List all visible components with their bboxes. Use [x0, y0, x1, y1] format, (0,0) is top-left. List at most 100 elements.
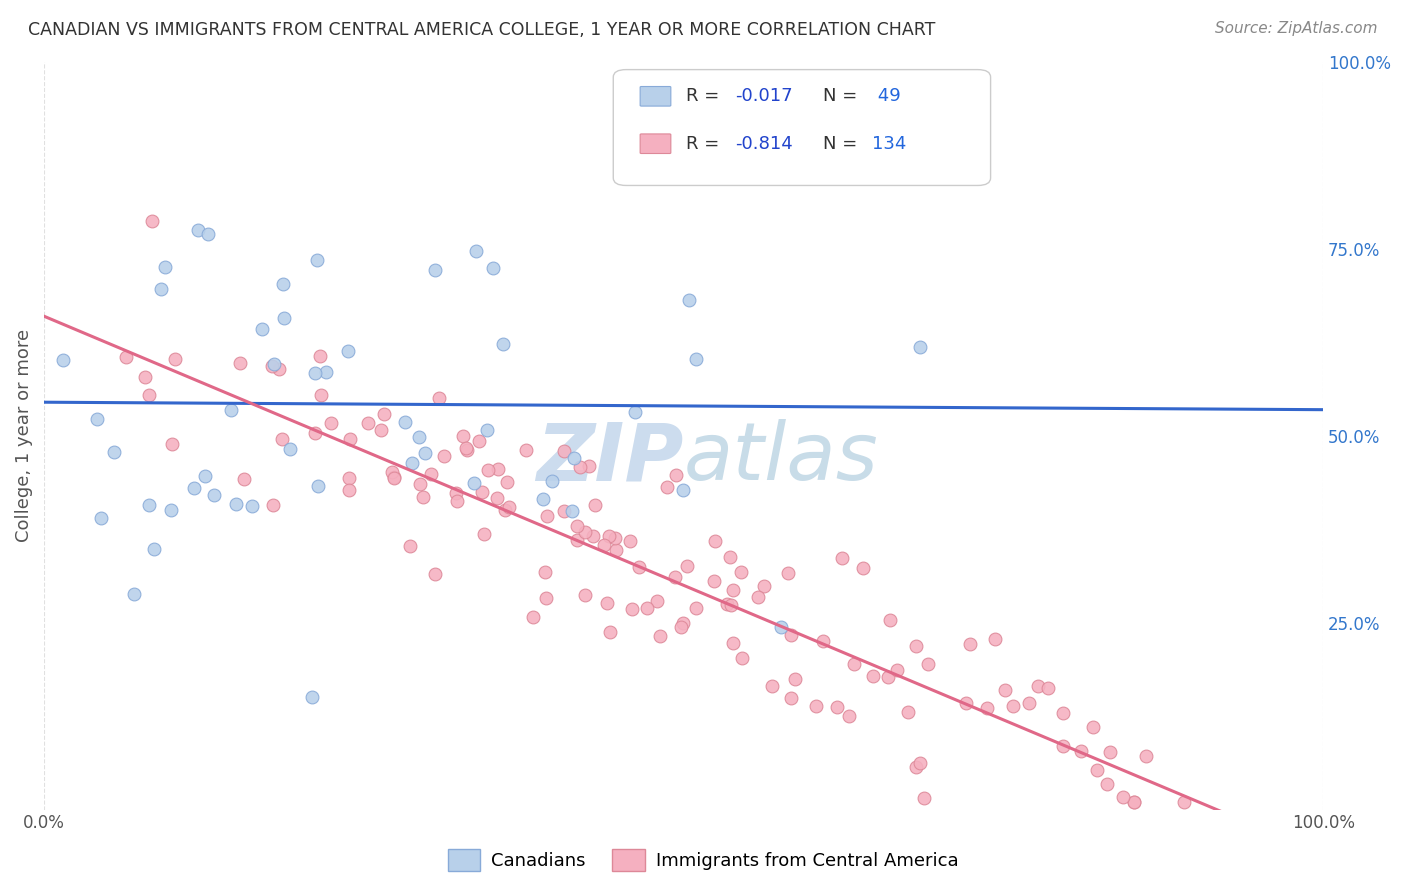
- Point: [124, 587, 146, 601]
- Point: [149, 282, 172, 296]
- Y-axis label: College, 1 year or more: College, 1 year or more: [15, 329, 32, 542]
- Point: [187, 223, 209, 237]
- Point: [665, 467, 688, 482]
- Point: [592, 538, 614, 552]
- Point: [720, 598, 742, 612]
- Point: [138, 388, 160, 402]
- Point: [780, 690, 803, 705]
- Point: [574, 524, 596, 539]
- Point: [262, 498, 284, 512]
- Point: [645, 594, 668, 608]
- Point: [783, 673, 806, 687]
- Point: [582, 529, 605, 543]
- Point: [842, 657, 865, 671]
- Point: [494, 503, 516, 517]
- Point: [472, 527, 495, 541]
- Point: [827, 699, 849, 714]
- Point: [747, 590, 769, 604]
- Point: [420, 467, 443, 482]
- Point: [138, 498, 160, 512]
- Point: [311, 388, 333, 402]
- Point: [309, 349, 332, 363]
- Point: [160, 436, 183, 450]
- FancyBboxPatch shape: [640, 134, 671, 153]
- Point: [596, 596, 619, 610]
- Point: [897, 705, 920, 719]
- Text: CANADIAN VS IMMIGRANTS FROM CENTRAL AMERICA COLLEGE, 1 YEAR OR MORE CORRELATION : CANADIAN VS IMMIGRANTS FROM CENTRAL AMER…: [28, 21, 935, 38]
- Point: [401, 456, 423, 470]
- Point: [685, 351, 707, 366]
- Point: [562, 450, 585, 465]
- Point: [877, 670, 900, 684]
- Point: [515, 442, 537, 457]
- Point: [1038, 681, 1060, 695]
- Point: [423, 263, 446, 277]
- Point: [675, 559, 697, 574]
- Point: [380, 466, 402, 480]
- Point: [621, 601, 644, 615]
- Point: [780, 627, 803, 641]
- Point: [721, 636, 744, 650]
- Point: [599, 624, 621, 639]
- Point: [568, 460, 591, 475]
- Point: [337, 471, 360, 485]
- Point: [752, 579, 775, 593]
- Text: 134: 134: [872, 135, 905, 153]
- Point: [141, 214, 163, 228]
- Point: [731, 650, 754, 665]
- Point: [486, 462, 509, 476]
- Point: [648, 630, 671, 644]
- Point: [598, 529, 620, 543]
- Point: [425, 566, 447, 581]
- Point: [114, 350, 136, 364]
- Point: [671, 620, 693, 634]
- Point: [433, 449, 456, 463]
- Point: [574, 588, 596, 602]
- Point: [409, 477, 432, 491]
- Point: [1135, 748, 1157, 763]
- Point: [984, 632, 1007, 646]
- Point: [194, 468, 217, 483]
- Point: [565, 519, 588, 533]
- Point: [415, 446, 437, 460]
- Point: [852, 560, 875, 574]
- Point: [685, 601, 707, 615]
- Point: [553, 504, 575, 518]
- Point: [838, 709, 860, 723]
- Point: [534, 565, 557, 579]
- Point: [408, 430, 430, 444]
- Point: [394, 416, 416, 430]
- Point: [1001, 699, 1024, 714]
- Point: [908, 340, 931, 354]
- Text: N =: N =: [823, 135, 863, 153]
- Point: [399, 539, 422, 553]
- Point: [233, 472, 256, 486]
- Point: [917, 657, 939, 671]
- Point: [536, 591, 558, 605]
- Point: [761, 680, 783, 694]
- Point: [522, 610, 544, 624]
- Legend: Canadians, Immigrants from Central America: Canadians, Immigrants from Central Ameri…: [440, 842, 966, 879]
- Point: [1099, 745, 1122, 759]
- Point: [879, 613, 901, 627]
- Point: [454, 442, 477, 456]
- Point: [153, 260, 176, 274]
- Point: [412, 490, 434, 504]
- Point: [959, 637, 981, 651]
- Point: [263, 357, 285, 371]
- Point: [321, 416, 343, 430]
- Point: [260, 359, 283, 373]
- Point: [703, 574, 725, 588]
- Point: [993, 683, 1015, 698]
- Point: [271, 277, 294, 292]
- Point: [1123, 795, 1146, 809]
- Point: [143, 541, 166, 556]
- Point: [603, 531, 626, 545]
- Point: [678, 293, 700, 307]
- Point: [553, 443, 575, 458]
- Point: [165, 352, 187, 367]
- Point: [269, 361, 291, 376]
- Point: [250, 322, 273, 336]
- Point: [904, 639, 927, 653]
- Point: [1018, 696, 1040, 710]
